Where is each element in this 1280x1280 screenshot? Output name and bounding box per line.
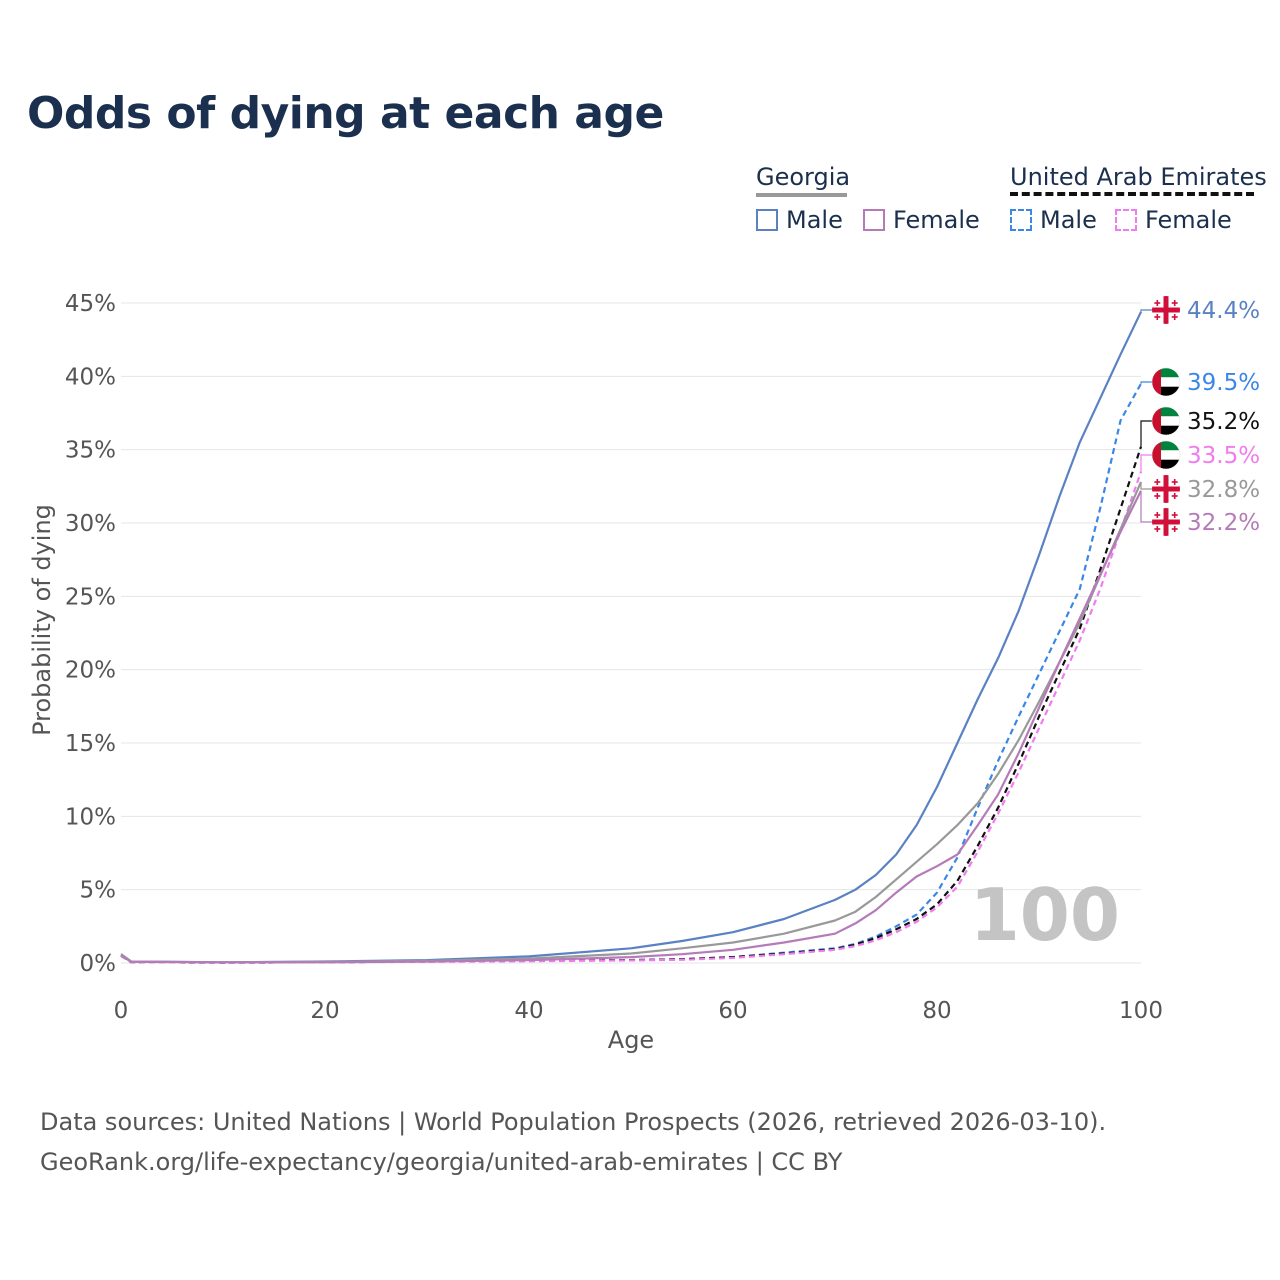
x-axis-ticks: 0 20 40 60 80 100 bbox=[114, 998, 1163, 1024]
x-tick-label: 100 bbox=[1119, 998, 1163, 1024]
chart-title: Odds of dying at each age bbox=[27, 88, 664, 139]
y-tick-label: 0% bbox=[80, 951, 117, 977]
legend-uae-line bbox=[1010, 192, 1254, 196]
y-tick-label: 15% bbox=[65, 731, 116, 757]
end-value-label: 32.8% bbox=[1187, 477, 1260, 503]
x-axis-label: Age bbox=[608, 1026, 654, 1054]
footer-source: Data sources: United Nations | World Pop… bbox=[40, 1108, 1107, 1136]
uae-flag-icon bbox=[1152, 407, 1180, 435]
y-tick-label: 25% bbox=[65, 584, 116, 610]
legend-label-georgia-female: Female bbox=[893, 206, 980, 234]
y-tick-label: 10% bbox=[65, 804, 116, 830]
x-tick-label: 40 bbox=[514, 998, 543, 1024]
y-tick-label: 45% bbox=[65, 291, 116, 317]
end-value-label: 44.4% bbox=[1187, 298, 1260, 324]
legend-swatch-uae-female bbox=[1115, 209, 1137, 231]
legend-swatch-uae-male bbox=[1010, 209, 1032, 231]
georgia-flag-icon bbox=[1152, 475, 1180, 503]
uae-flag-icon bbox=[1152, 368, 1180, 396]
end-value-label: 39.5% bbox=[1187, 370, 1260, 396]
y-axis-label: Probability of dying bbox=[28, 504, 56, 736]
legend-georgia-title: Georgia bbox=[756, 163, 851, 191]
y-tick-label: 35% bbox=[65, 438, 116, 464]
end-value-label: 35.2% bbox=[1187, 409, 1260, 435]
end-label-connector bbox=[1140, 481, 1152, 490]
legend-uae-male[interactable]: Male bbox=[1010, 206, 1097, 234]
end-label-connector bbox=[1140, 454, 1152, 472]
end-label-connector bbox=[1140, 490, 1152, 523]
y-axis-ticks: 0% 5% 10% 15% 20% 25% 30% 35% 40% 45% bbox=[65, 291, 116, 977]
legend-swatch-georgia-male bbox=[756, 209, 778, 231]
legend-georgia-line bbox=[756, 193, 847, 197]
y-tick-label: 20% bbox=[65, 658, 116, 684]
end-labels: 44.4% 39.5% 35.2% 33.5% 32.8% 32.2% bbox=[1140, 296, 1260, 536]
legend-uae-female[interactable]: Female bbox=[1115, 206, 1232, 234]
end-label-connector bbox=[1140, 309, 1152, 312]
legend-swatch-georgia-female bbox=[863, 209, 885, 231]
x-tick-label: 60 bbox=[718, 998, 747, 1024]
georgia-flag-icon bbox=[1152, 508, 1180, 536]
year-watermark: 100 bbox=[970, 873, 1120, 957]
legend-uae-title: United Arab Emirates bbox=[1010, 163, 1267, 191]
legend-label-georgia-male: Male bbox=[786, 206, 843, 234]
legend-georgia-female[interactable]: Female bbox=[863, 206, 980, 234]
footer-link[interactable]: GeoRank.org/life-expectancy/georgia/unit… bbox=[40, 1148, 843, 1176]
x-tick-label: 80 bbox=[922, 998, 951, 1024]
end-label-connector bbox=[1140, 420, 1152, 447]
uae-flag-icon bbox=[1152, 441, 1180, 469]
grid-lines bbox=[121, 302, 1141, 964]
x-tick-label: 0 bbox=[114, 998, 129, 1024]
legend-label-uae-female: Female bbox=[1145, 206, 1232, 234]
y-tick-label: 5% bbox=[80, 878, 117, 904]
series-line-georgia-female[interactable] bbox=[120, 490, 1142, 964]
end-value-label: 33.5% bbox=[1187, 443, 1260, 469]
y-tick-label: 40% bbox=[65, 364, 116, 390]
series-lines bbox=[120, 311, 1143, 964]
x-tick-label: 20 bbox=[310, 998, 339, 1024]
end-value-label: 32.2% bbox=[1187, 510, 1260, 536]
legend-label-uae-male: Male bbox=[1040, 206, 1097, 234]
y-tick-label: 30% bbox=[65, 511, 116, 537]
end-label-connector bbox=[1140, 381, 1152, 384]
georgia-flag-icon bbox=[1152, 296, 1180, 324]
series-line-georgia-male[interactable] bbox=[120, 311, 1142, 964]
legend-georgia-male[interactable]: Male bbox=[756, 206, 843, 234]
